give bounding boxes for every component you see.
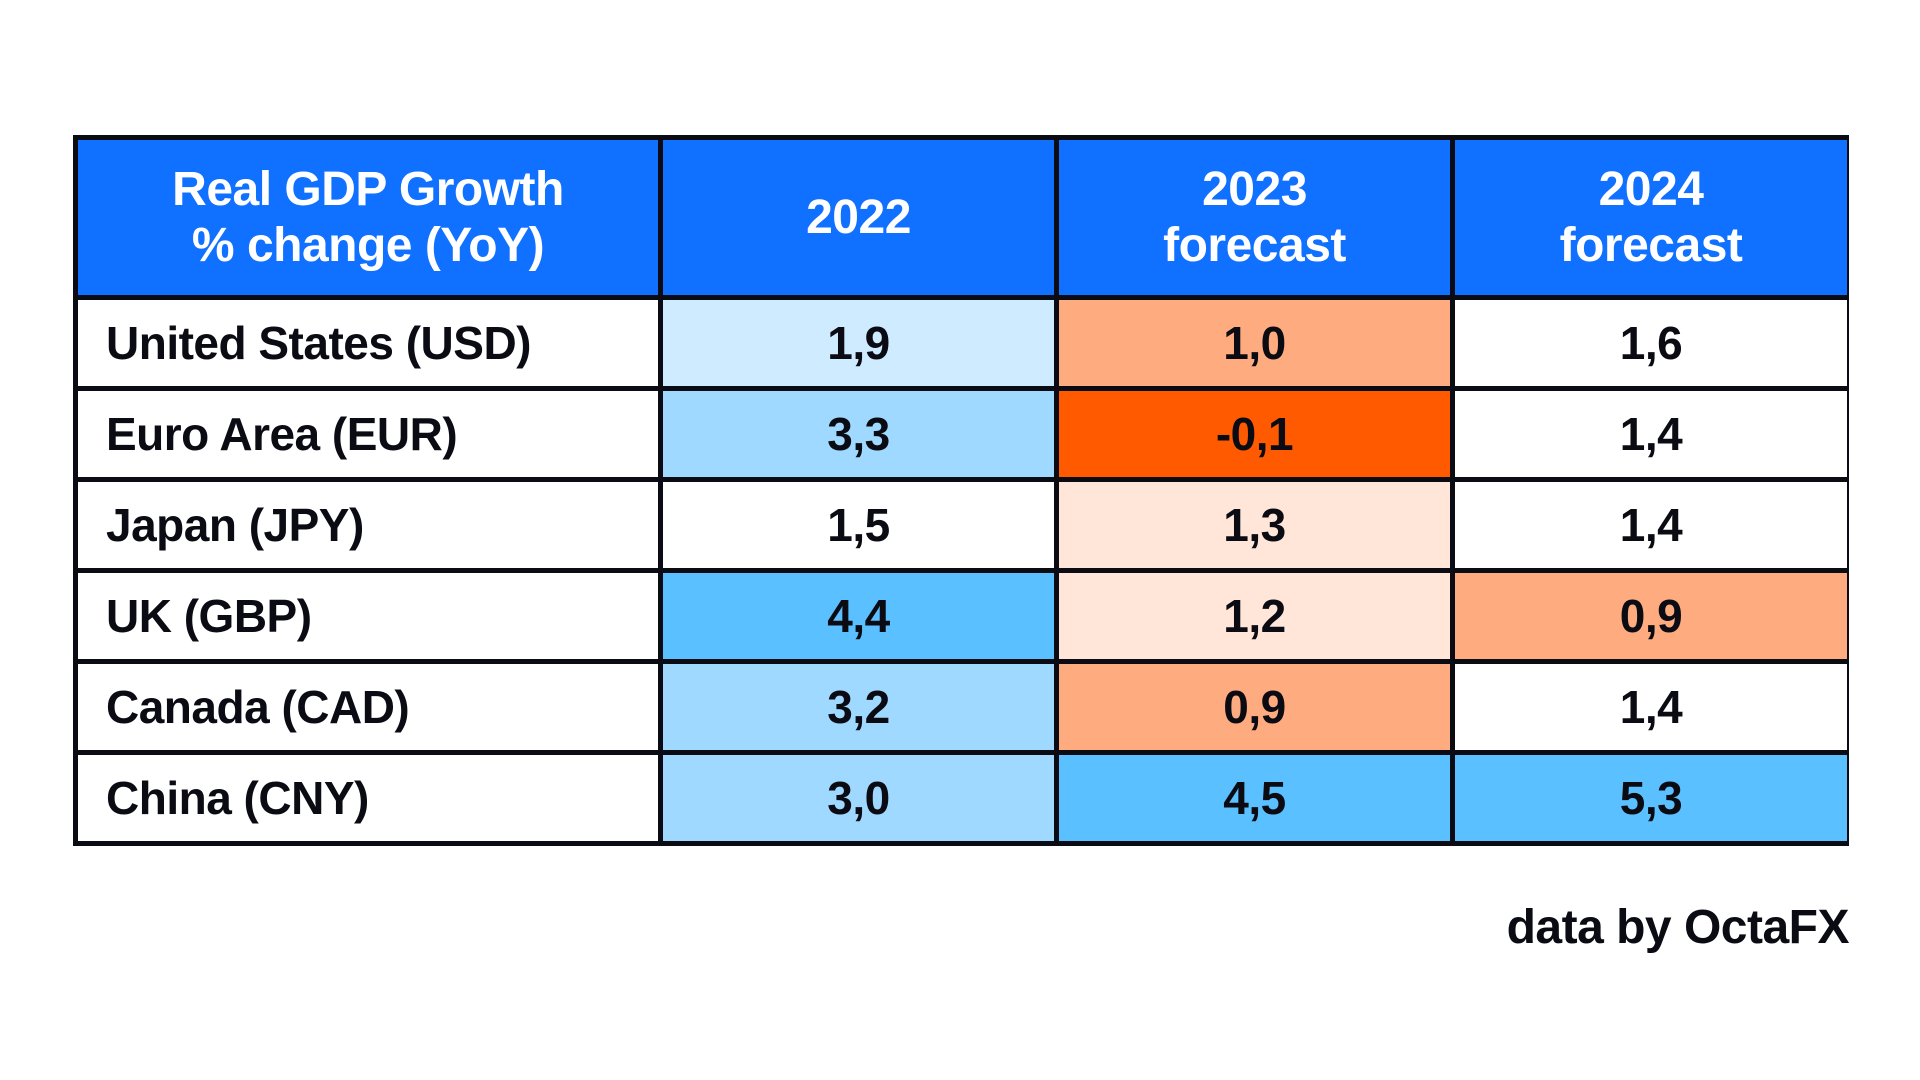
- row-label: Canada (CAD): [78, 664, 658, 750]
- value-cell: 5,3: [1455, 755, 1847, 841]
- value-cell: 1,4: [1455, 391, 1847, 477]
- value-cell: 0,9: [1059, 664, 1450, 750]
- row-label: China (CNY): [78, 755, 658, 841]
- row-label: Japan (JPY): [78, 482, 658, 568]
- header-text: forecast: [1559, 218, 1743, 272]
- column-header: 2023 forecast: [1059, 140, 1450, 295]
- value-cell: 4,4: [663, 573, 1054, 659]
- value-cell: 1,4: [1455, 482, 1847, 568]
- column-header: 2022: [663, 140, 1054, 295]
- source-credit: data by OctaFX: [1506, 901, 1850, 954]
- column-header: 2024 forecast: [1455, 140, 1847, 295]
- header-text: forecast: [1163, 218, 1346, 272]
- header-text: % change (YoY): [191, 218, 545, 272]
- header-text: 2022: [806, 190, 911, 244]
- header-text: 2023: [1202, 162, 1307, 216]
- value-cell: 1,5: [663, 482, 1054, 568]
- value-cell: 3,0: [663, 755, 1054, 841]
- value-cell: 1,2: [1059, 573, 1450, 659]
- row-label: UK (GBP): [78, 573, 658, 659]
- gdp-growth-table: Real GDP Growth% change (YoY) 2022 2023 for…: [73, 135, 1849, 846]
- header-text: 2024: [1598, 162, 1704, 216]
- value-cell: 3,3: [663, 391, 1054, 477]
- value-cell: 1,4: [1455, 664, 1847, 750]
- value-cell: 3,2: [663, 664, 1054, 750]
- column-header: Real GDP Growth% change (YoY): [78, 140, 658, 295]
- header-text: Real GDP Growth: [172, 162, 564, 216]
- value-cell: 1,6: [1455, 300, 1847, 386]
- value-cell: 1,3: [1059, 482, 1450, 568]
- value-cell: 1,9: [663, 300, 1054, 386]
- row-label: Euro Area (EUR): [78, 391, 658, 477]
- row-label: United States (USD): [78, 300, 658, 386]
- value-cell: -0,1: [1059, 391, 1450, 477]
- value-cell: 4,5: [1059, 755, 1450, 841]
- value-cell: 1,0: [1059, 300, 1450, 386]
- value-cell: 0,9: [1455, 573, 1847, 659]
